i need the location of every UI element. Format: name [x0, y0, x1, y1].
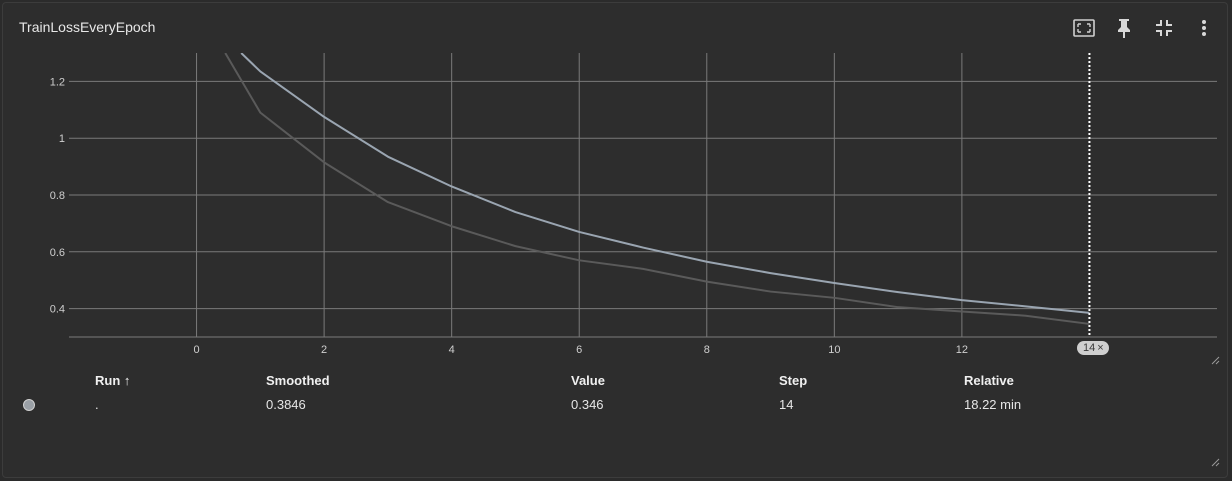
header-run[interactable]: Run ↑	[95, 373, 131, 388]
resize-handle-icon[interactable]	[1210, 355, 1220, 365]
line-chart[interactable]: 0 2 4 6 8 10 12 0.4 0.6 0.8 1 1.2	[3, 3, 1229, 369]
card-title: TrainLossEveryEpoch	[19, 19, 156, 35]
pin-button[interactable]	[1113, 17, 1135, 39]
cell-smoothed: 0.3846	[266, 397, 306, 412]
series-line	[224, 53, 1090, 325]
fit-domain-icon	[1073, 19, 1095, 37]
step-chip-label: 14	[1083, 342, 1096, 354]
header-smoothed[interactable]: Smoothed	[266, 373, 330, 388]
x-tick-label: 0	[193, 344, 199, 356]
step-cursor-chip[interactable]: 14 ×	[1077, 341, 1109, 355]
pin-icon	[1118, 19, 1130, 38]
y-tick-label: 0.8	[50, 190, 65, 202]
card-toolbar	[1073, 17, 1215, 39]
more-vert-icon	[1202, 20, 1206, 36]
header-step[interactable]: Step	[779, 373, 808, 388]
close-icon[interactable]: ×	[1097, 342, 1104, 354]
y-tick-label: 1.2	[50, 76, 65, 88]
table-resize-handle-icon[interactable]	[1210, 457, 1220, 467]
collapse-icon	[1156, 20, 1172, 36]
cell-run: .	[95, 397, 99, 412]
header-relative[interactable]: Relative	[964, 373, 1014, 388]
cell-value: 0.346	[571, 397, 604, 412]
header-value[interactable]: Value	[571, 373, 605, 388]
y-tick-label: 0.6	[50, 247, 65, 259]
cell-step: 14	[779, 397, 794, 412]
x-tick-label: 12	[956, 344, 968, 356]
collapse-button[interactable]	[1153, 17, 1175, 39]
x-tick-label: 6	[576, 344, 582, 356]
more-options-button[interactable]	[1193, 17, 1215, 39]
x-tick-label: 8	[704, 344, 710, 356]
x-tick-label: 2	[321, 344, 327, 356]
fit-domain-button[interactable]	[1073, 17, 1095, 39]
x-tick-label: 4	[449, 344, 455, 356]
y-tick-label: 0.4	[50, 304, 65, 316]
cell-relative: 18.22 min	[964, 397, 1022, 412]
series-line	[240, 53, 1090, 314]
x-tick-label: 10	[828, 344, 840, 356]
run-color-dot	[23, 399, 35, 411]
y-tick-label: 1	[59, 133, 65, 145]
